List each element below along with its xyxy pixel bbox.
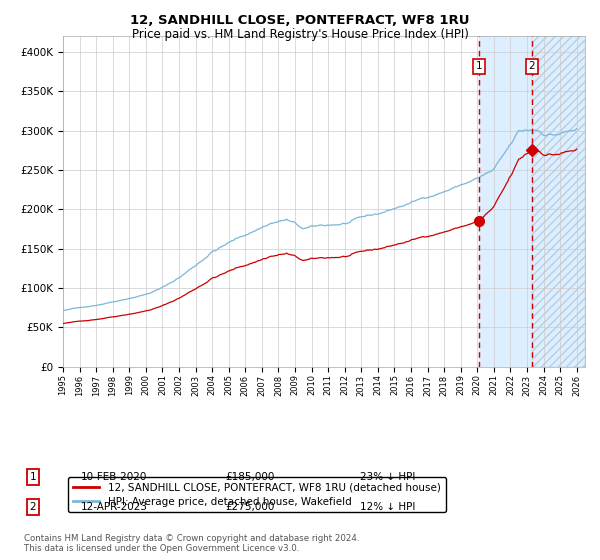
Text: 12, SANDHILL CLOSE, PONTEFRACT, WF8 1RU: 12, SANDHILL CLOSE, PONTEFRACT, WF8 1RU <box>130 14 470 27</box>
Text: 2: 2 <box>529 61 535 71</box>
Bar <box>532 36 585 367</box>
Text: 12-APR-2023: 12-APR-2023 <box>81 502 148 512</box>
Text: Price paid vs. HM Land Registry's House Price Index (HPI): Price paid vs. HM Land Registry's House … <box>131 28 469 41</box>
Text: 2: 2 <box>29 502 37 512</box>
Text: Contains HM Land Registry data © Crown copyright and database right 2024.
This d: Contains HM Land Registry data © Crown c… <box>24 534 359 553</box>
Text: 10-FEB-2020: 10-FEB-2020 <box>81 472 148 482</box>
Bar <box>479 36 532 367</box>
Text: £185,000: £185,000 <box>225 472 274 482</box>
Text: £275,000: £275,000 <box>225 502 274 512</box>
Text: 12% ↓ HPI: 12% ↓ HPI <box>360 502 415 512</box>
Text: 1: 1 <box>29 472 37 482</box>
Bar <box>532 36 585 367</box>
Text: 23% ↓ HPI: 23% ↓ HPI <box>360 472 415 482</box>
Legend: 12, SANDHILL CLOSE, PONTEFRACT, WF8 1RU (detached house), HPI: Average price, de: 12, SANDHILL CLOSE, PONTEFRACT, WF8 1RU … <box>68 477 446 512</box>
Text: 1: 1 <box>476 61 482 71</box>
